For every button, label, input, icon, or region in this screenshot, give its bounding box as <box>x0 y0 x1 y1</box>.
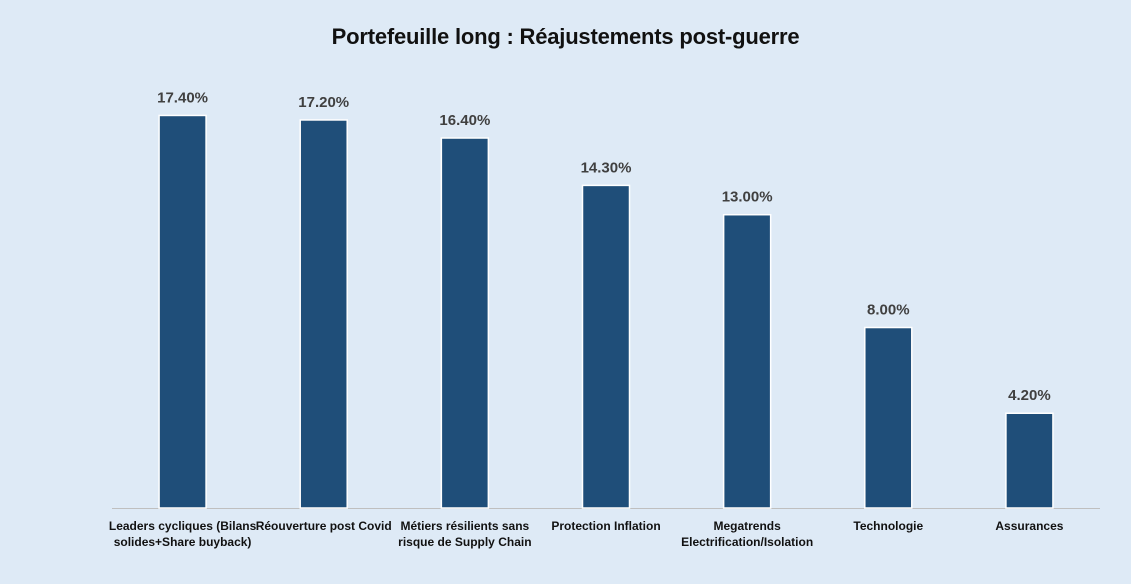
bar-2 <box>440 137 490 509</box>
category-label-3: Protection Inflation <box>551 519 660 533</box>
bar-1 <box>299 119 348 509</box>
data-label-5: 8.00% <box>867 302 910 319</box>
category-label-5: Technologie <box>853 519 923 533</box>
category-label-0: Leaders cycliques (Bilans solides+Share b… <box>109 519 257 549</box>
bar-3 <box>581 184 631 509</box>
category-label-6: Assurances <box>995 519 1063 533</box>
data-label-3: 14.30% <box>581 159 632 176</box>
data-label-6: 4.20% <box>1008 387 1051 404</box>
data-label-1: 17.20% <box>298 94 349 111</box>
category-label-1: Réouverture post Covid <box>256 519 392 533</box>
bar-5 <box>864 326 913 509</box>
category-label-2: Métiers résilients sans risque de Supply … <box>398 519 531 549</box>
data-label-2: 16.40% <box>439 112 490 129</box>
chart-title: Portefeuille long : Réajustements post-g… <box>331 24 800 49</box>
category-label-4: Megatrends Electrification/Isolation <box>681 519 813 549</box>
bar-0 <box>158 114 207 509</box>
data-label-0: 17.40% <box>157 89 208 106</box>
bar-4 <box>722 213 772 509</box>
data-label-4: 13.00% <box>722 189 773 206</box>
bar-6 <box>1005 412 1054 509</box>
